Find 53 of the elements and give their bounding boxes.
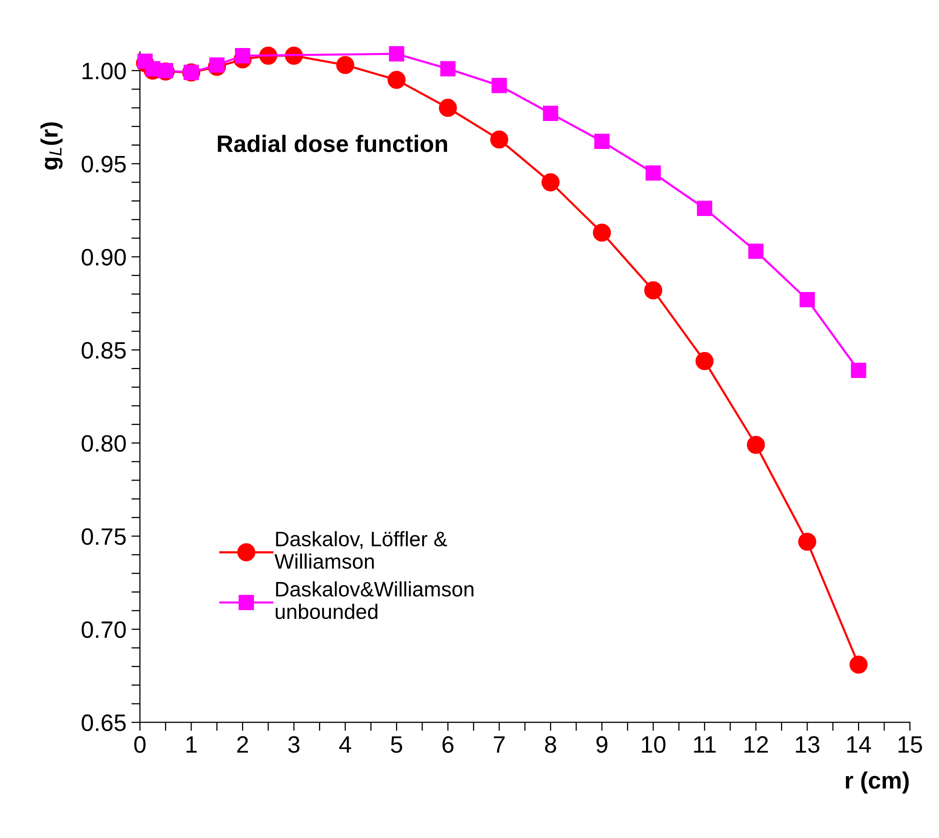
point bbox=[594, 134, 610, 149]
x-tick-label: 8 bbox=[545, 736, 556, 753]
point bbox=[209, 57, 225, 73]
y-tick-label: 0.70 bbox=[82, 621, 126, 638]
point bbox=[490, 130, 508, 149]
point bbox=[696, 200, 712, 216]
point bbox=[542, 106, 558, 122]
point bbox=[850, 362, 866, 378]
x-tick-label: 0 bbox=[134, 736, 146, 753]
point bbox=[388, 70, 406, 89]
legend-label: Daskalov, Löffler & Williamson bbox=[274, 531, 448, 569]
point bbox=[542, 173, 560, 192]
x-tick-label: 7 bbox=[494, 736, 505, 753]
point bbox=[798, 532, 816, 551]
x-tick-label: 12 bbox=[744, 736, 768, 753]
annotation: Radial dose function bbox=[218, 134, 448, 152]
x-tick-label: 15 bbox=[898, 736, 922, 753]
x-tick-label: 1 bbox=[186, 736, 197, 753]
y-tick-label: 0.85 bbox=[82, 342, 126, 359]
point bbox=[234, 48, 250, 64]
x-tick-label: 9 bbox=[596, 736, 608, 753]
point bbox=[592, 224, 611, 242]
point bbox=[440, 61, 456, 76]
y-tick-label: 0.95 bbox=[82, 156, 126, 172]
point bbox=[646, 165, 661, 181]
point bbox=[492, 78, 507, 94]
point bbox=[748, 244, 764, 259]
point bbox=[158, 62, 174, 78]
point bbox=[850, 656, 868, 674]
point bbox=[336, 56, 354, 74]
y-tick-label: 0.65 bbox=[82, 714, 126, 732]
x-tick-label: 10 bbox=[642, 736, 666, 753]
x-tick-label: 11 bbox=[694, 736, 716, 753]
x-tick-label: 14 bbox=[847, 736, 871, 753]
x-tick-label: 5 bbox=[390, 736, 402, 753]
point bbox=[438, 98, 457, 117]
x-tick-label: 6 bbox=[442, 736, 454, 753]
point bbox=[800, 292, 815, 308]
point bbox=[696, 352, 714, 370]
point bbox=[746, 436, 765, 454]
x-tick-label: 3 bbox=[288, 736, 300, 753]
y-tick-label: 0.80 bbox=[82, 435, 126, 452]
x-axis-title: r (cm) bbox=[846, 771, 909, 794]
y-tick-label: 1.00 bbox=[82, 62, 126, 80]
point bbox=[388, 46, 404, 62]
x-tick-label: 4 bbox=[339, 736, 352, 753]
legend-label: Daskalov&Williamson unbounded bbox=[276, 581, 474, 620]
x-tick-label: 13 bbox=[796, 736, 820, 753]
point bbox=[644, 281, 662, 300]
y-tick-label: 0.75 bbox=[82, 528, 126, 545]
y-tick-label: 0.90 bbox=[82, 248, 126, 266]
x-tick-label: 2 bbox=[237, 736, 248, 753]
y-axis-title: g$_{L}$(r) bbox=[40, 122, 63, 170]
